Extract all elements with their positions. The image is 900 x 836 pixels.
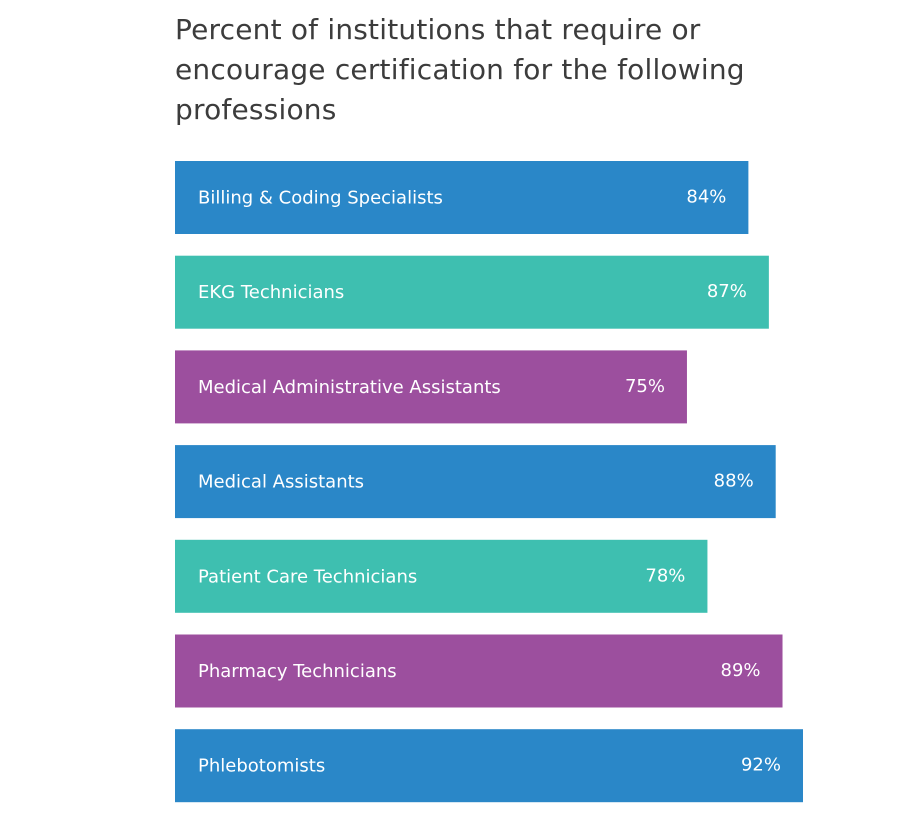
bar-value-label: 75%: [625, 376, 665, 397]
bar: [175, 445, 776, 519]
bars-group: Billing & Coding Specialists 84% EKG Techn…: [175, 161, 803, 803]
bar: [175, 350, 687, 424]
bar: [175, 729, 803, 803]
chart-title: Percent of institutions that require or …: [175, 13, 745, 126]
bar-value-label: 89%: [721, 660, 761, 681]
bar: [175, 539, 708, 613]
bar-category-label: Patient Care Technicians: [198, 566, 417, 587]
bar-category-label: Pharmacy Technicians: [198, 661, 397, 682]
bar-category-label: Medical Administrative Assistants: [198, 377, 501, 398]
bar-value-label: 92%: [741, 755, 781, 776]
bar-category-label: Billing & Coding Specialists: [198, 188, 443, 209]
bar-value-label: 84%: [686, 187, 726, 208]
bar-value-label: 88%: [714, 471, 754, 492]
bar: [175, 634, 783, 708]
bar-category-label: Phlebotomists: [198, 756, 325, 777]
bar: [175, 255, 769, 329]
bar-value-label: 78%: [645, 565, 685, 586]
bar-value-label: 87%: [707, 281, 747, 302]
bar-category-label: EKG Technicians: [198, 282, 344, 303]
bar: [175, 161, 749, 234]
bar-category-label: Medical Assistants: [198, 472, 364, 493]
